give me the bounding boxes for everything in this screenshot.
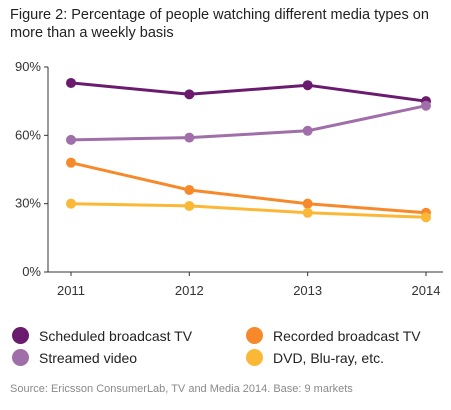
- y-tick-label: 0%: [22, 264, 41, 279]
- legend-label: Scheduled broadcast TV: [39, 327, 193, 344]
- data-point-1-3: [421, 100, 431, 111]
- x-tick-label: 2014: [412, 283, 441, 298]
- chart-title: Figure 2: Percentage of people watching …: [10, 7, 429, 41]
- line-chart: 0% 30% 60% 90% 2011 2012 2013 2014: [15, 59, 443, 298]
- data-point-0-1: [184, 89, 195, 100]
- data-point-1-2: [302, 125, 313, 136]
- legend-marker-scheduled-broadcast-tv: [12, 327, 29, 344]
- series-line-0: [70, 81, 427, 103]
- x-tick-label: 2011: [57, 283, 85, 298]
- legend-label: Streamed video: [39, 349, 138, 366]
- data-point-0-2: [302, 80, 313, 91]
- data-point-3-2: [302, 207, 313, 218]
- data-point-2-2: [302, 198, 313, 209]
- legend-marker-streamed-video: [12, 349, 29, 366]
- legend-item-streamed-video: Streamed video: [12, 349, 137, 366]
- legend-marker-recorded-broadcast-tv: [246, 327, 263, 344]
- series-line-1: [70, 104, 427, 142]
- data-point-0-0: [66, 77, 76, 88]
- data-point-1-1: [184, 132, 195, 143]
- series-line-2: [70, 161, 427, 215]
- data-point-2-1: [184, 185, 195, 195]
- y-tick-label: 90%: [15, 59, 41, 74]
- data-point-1-0: [66, 134, 76, 145]
- data-point-3-0: [66, 198, 76, 209]
- x-tick-label: 2013: [293, 283, 322, 298]
- legend-item-recorded-broadcast-tv: Recorded broadcast TV: [246, 327, 421, 344]
- legend-label: Recorded broadcast TV: [273, 327, 421, 344]
- x-tick-label: 2012: [175, 283, 204, 298]
- data-point-3-3: [421, 212, 431, 223]
- legend-item-scheduled-broadcast-tv: Scheduled broadcast TV: [12, 327, 192, 344]
- y-tick-label: 60%: [15, 127, 41, 142]
- data-point-2-0: [66, 157, 76, 168]
- y-tick-label: 30%: [15, 196, 41, 211]
- series-line-3: [70, 202, 427, 219]
- source-note: Source: Ericsson ConsumerLab, TV and Med…: [10, 383, 353, 395]
- legend-item-dvd-bluray: DVD, Blu-ray, etc.: [246, 349, 384, 366]
- data-point-3-1: [184, 200, 195, 211]
- legend-marker-dvd-bluray: [246, 349, 263, 366]
- legend-label: DVD, Blu-ray, etc.: [273, 349, 384, 366]
